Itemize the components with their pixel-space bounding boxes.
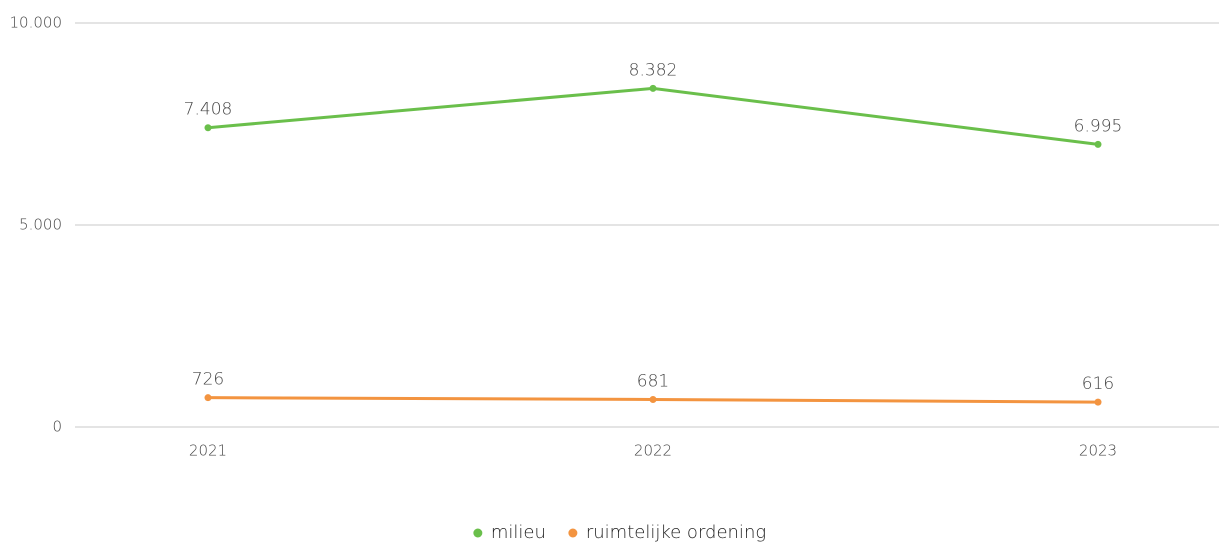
point (649, 84, 657, 92)
legend-label: milieu (491, 522, 546, 543)
data-label: 681 (637, 371, 669, 391)
point (649, 395, 657, 403)
legend-label: ruimtelijke ordening (586, 522, 766, 543)
series-line (207, 86, 1099, 146)
y-tick-label: 10.000 (10, 14, 63, 32)
point (204, 394, 212, 402)
data-label: 8.382 (629, 60, 678, 80)
data-label: 6.995 (1074, 116, 1123, 136)
x-tick-label: 2021 (189, 442, 227, 460)
y-tick-label: 0 (52, 418, 62, 436)
point (204, 124, 212, 132)
data-label: 7.408 (184, 100, 233, 120)
x-tick-label: 2022 (634, 442, 672, 460)
point (1094, 140, 1102, 148)
data-label: 726 (192, 370, 224, 390)
data-label: 616 (1082, 374, 1114, 394)
y-tick-label: 5.000 (19, 216, 62, 234)
x-tick-label: 2023 (1079, 442, 1117, 460)
legend-marker (568, 528, 578, 538)
point (1094, 398, 1102, 406)
legend: milieu ruimtelijke ordening (473, 522, 766, 543)
legend-marker (473, 528, 483, 538)
